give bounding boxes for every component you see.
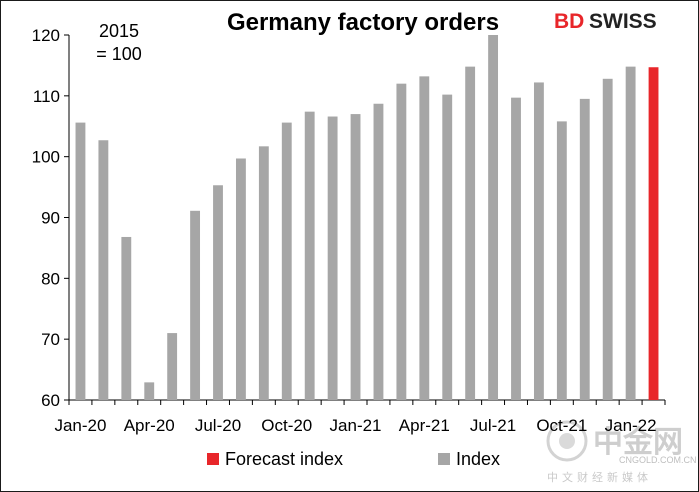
index-bar [350,114,361,400]
index-bar [602,78,613,401]
legend-label-forecast: Forecast index [225,449,343,469]
brand-logo: BD SWISS [554,10,657,33]
forecast-bar [648,67,659,400]
y-tick-label: 100 [32,148,60,167]
brand-logo-part-1: BD [554,10,584,33]
y-tick-label: 70 [41,330,60,349]
watermark-logo-core-icon [559,433,575,449]
x-tick-label: Apr-20 [124,416,175,435]
index-bar [579,98,590,400]
legend-label-index: Index [456,449,500,469]
y-axis-ticks: 60 70 80 90 100 110 120 [32,26,69,410]
index-bar [442,94,453,400]
x-tick-label: Oct-20 [261,416,312,435]
index-bar [488,35,499,400]
brand-logo-part-2: SWISS [589,10,657,33]
index-bar [121,236,132,400]
index-bar [258,146,269,400]
watermark-main: 中金网 [593,425,683,459]
index-bar [419,76,430,400]
index-bar [625,66,636,400]
x-tick-label: Jul-20 [195,416,241,435]
y-tick-label: 60 [41,391,60,410]
index-bar [190,210,201,400]
index-bar [235,158,246,400]
index-bar [98,140,109,400]
index-bar [304,111,315,401]
watermark-logo-icon [546,420,588,462]
index-bar [213,185,223,400]
index-bar [327,116,338,401]
y-tick-label: 120 [32,26,60,45]
index-bar [373,103,384,400]
y-tick-label: 110 [33,87,60,106]
index-bar [556,121,567,400]
watermark-url: CNGOLD.COM.CN [619,455,697,465]
bars [75,35,659,401]
index-bar [75,122,86,400]
index-bar [511,97,521,401]
x-tick-label: Apr-21 [399,416,450,435]
x-tick-label: Jan-21 [330,416,382,435]
index-bar [167,333,178,400]
legend: Forecast index Index [207,449,500,469]
x-axis-ticks: Jan-20 Apr-20 Jul-20 Oct-20 Jan-21 Apr-21 Jul-… [54,400,666,435]
base-note-line-2: = 100 [96,44,142,64]
y-tick-label: 90 [41,209,60,228]
x-tick-label: Jan-22 [605,416,657,435]
chart-title: Germany factory orders [227,9,499,36]
index-bar [144,382,155,400]
index-bar [396,83,407,401]
index-bar [281,122,292,400]
legend-swatch-forecast [207,453,219,465]
legend-swatch-index [438,453,450,465]
x-tick-label: Jul-21 [470,416,516,435]
x-tick-label: Oct-21 [536,416,587,435]
base-note-line-1: 2015 [99,21,139,41]
watermark-sub: 中文财经新媒体 [547,470,652,484]
index-bar [533,82,544,400]
x-tick-label: Jan-20 [54,416,106,435]
y-tick-label: 80 [41,269,60,288]
watermark: 中金网 CNGOLD.COM.CN 中文财经新媒体 [546,420,697,484]
index-bar [465,66,476,400]
